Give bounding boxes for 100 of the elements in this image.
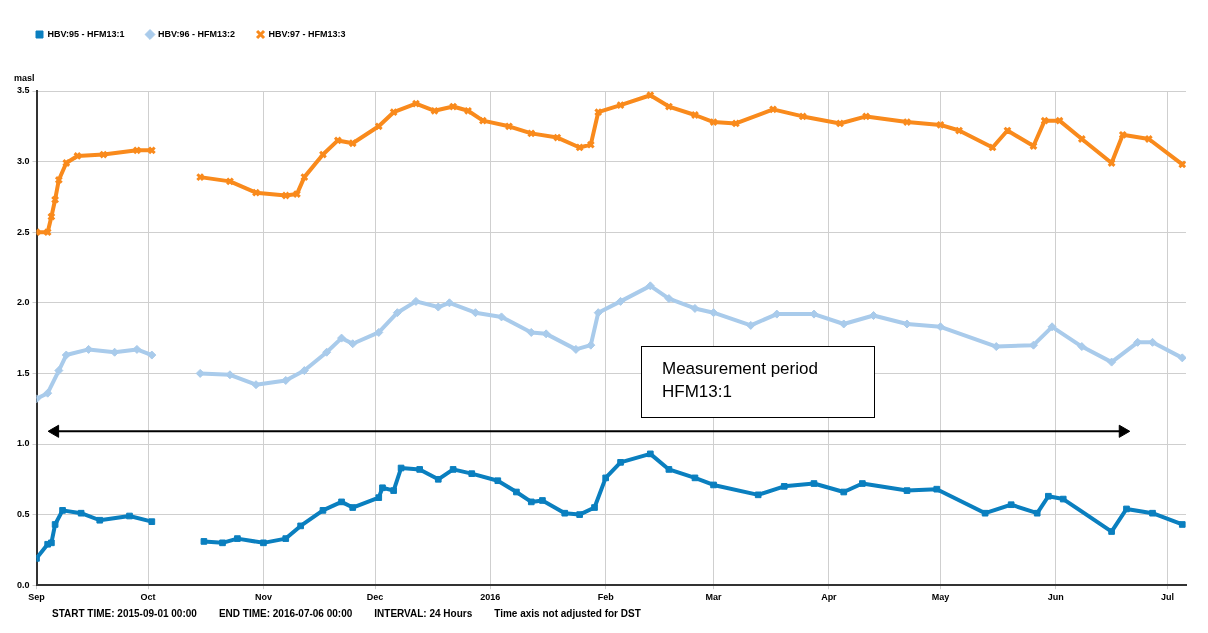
annotation: Measurement period HFM13:1 <box>662 359 818 401</box>
point <box>494 477 502 485</box>
point <box>392 308 402 318</box>
point <box>77 509 85 517</box>
point <box>468 470 476 477</box>
point <box>48 539 55 547</box>
point <box>319 507 327 514</box>
y-tick-label: 2.5 <box>17 226 30 237</box>
x-tick-label: Oct <box>140 592 156 603</box>
point <box>397 464 405 472</box>
point <box>1045 492 1052 500</box>
legend-label: HBV:95 - HFM13:1 <box>47 28 125 39</box>
point <box>859 480 866 487</box>
point <box>1149 509 1156 517</box>
x-tick-label: Jun <box>1047 592 1064 603</box>
point <box>434 475 442 483</box>
point <box>444 298 454 308</box>
point <box>299 366 309 376</box>
point <box>1108 528 1115 535</box>
point <box>497 312 507 322</box>
x-tick-label: Sep <box>28 592 46 603</box>
point <box>54 366 64 376</box>
point <box>746 320 756 330</box>
point <box>148 518 156 525</box>
point <box>449 466 457 473</box>
y-tick-label: 1.5 <box>17 367 30 378</box>
point <box>539 497 546 504</box>
point <box>51 521 59 528</box>
point <box>616 296 626 306</box>
point <box>576 511 583 518</box>
y-tick-label: 1.0 <box>17 438 30 449</box>
point <box>1033 509 1041 517</box>
y-tick-label: 0.0 <box>17 579 30 590</box>
legend-label: HBV:96 - HFM13:2 <box>158 28 236 39</box>
point <box>646 450 654 458</box>
y-tick-label: 3.5 <box>17 85 30 96</box>
legend-label: HBV:97 - HFM13:3 <box>268 28 346 39</box>
point <box>234 535 241 542</box>
point <box>665 466 673 473</box>
point <box>513 488 520 496</box>
point <box>411 296 421 306</box>
point <box>1077 342 1087 352</box>
point <box>59 507 66 514</box>
text: Time axis not adjusted for DST <box>494 608 641 619</box>
point <box>933 485 941 493</box>
point <box>561 509 569 517</box>
point <box>691 474 699 482</box>
text: START TIME: 2015-09-01 00:00 <box>52 608 197 619</box>
point <box>282 535 290 542</box>
point <box>349 504 357 511</box>
point <box>219 539 226 547</box>
point <box>374 327 384 337</box>
point <box>322 347 332 357</box>
point <box>337 333 347 343</box>
point <box>902 117 912 127</box>
text-box: Measurement period HFM13:1 <box>641 346 875 418</box>
point <box>981 509 989 517</box>
point <box>810 480 818 487</box>
x-tick-label: May <box>931 592 950 603</box>
point <box>1059 495 1067 503</box>
point <box>375 494 383 501</box>
point <box>147 350 157 360</box>
x-tick-label: Apr <box>821 592 838 603</box>
point <box>1007 501 1015 509</box>
point <box>1123 505 1130 513</box>
point <box>96 516 104 524</box>
point <box>617 459 624 466</box>
point <box>379 484 386 492</box>
point <box>470 308 480 318</box>
x-tick-label: Nov <box>254 592 272 603</box>
point <box>571 344 581 354</box>
point <box>43 388 53 398</box>
point <box>338 498 345 506</box>
point <box>903 487 911 494</box>
point <box>840 488 848 496</box>
point <box>664 294 674 304</box>
point <box>690 110 700 120</box>
point <box>260 539 267 547</box>
text: END TIME: 2016-07-06 00:00 <box>218 608 353 619</box>
point <box>297 522 304 530</box>
x-tick-label: 2016 <box>480 592 501 603</box>
point <box>1177 353 1186 363</box>
x-tick-label: Feb <box>597 592 615 603</box>
point <box>348 339 358 349</box>
point <box>710 481 717 489</box>
point <box>416 466 423 473</box>
y-axis-title: masl <box>14 73 35 84</box>
point <box>200 538 208 545</box>
y-tick-label: 3.0 <box>17 156 30 167</box>
point <box>690 303 700 313</box>
point <box>645 281 655 291</box>
y-tick-label: 2.0 <box>17 297 30 308</box>
point <box>390 487 397 494</box>
point <box>780 483 788 490</box>
point <box>126 512 133 520</box>
point <box>1047 322 1057 332</box>
point <box>61 350 71 360</box>
y-tick-label: 0.5 <box>17 509 30 520</box>
point <box>754 491 762 499</box>
point <box>602 474 609 482</box>
